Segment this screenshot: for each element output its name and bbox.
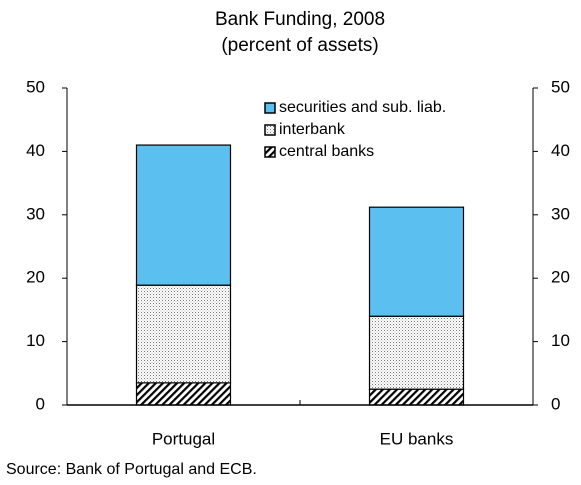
- source-note: Source: Bank of Portugal and ECB.: [6, 461, 257, 478]
- y-tick-label: 50: [26, 77, 45, 96]
- bar-segment: [135, 284, 232, 384]
- legend-swatch: [264, 146, 276, 158]
- bar-segment: [368, 315, 465, 390]
- chart-title: Bank Funding, 2008: [215, 9, 385, 30]
- legend-label: central banks: [279, 143, 374, 160]
- legend-label: interbank: [279, 121, 346, 138]
- y-tick-label: 20: [26, 268, 45, 287]
- bar-segment: [368, 206, 465, 317]
- y2-tick-label: 40: [551, 141, 570, 160]
- y2-tick-label: 50: [551, 77, 570, 96]
- legend-swatch: [264, 124, 276, 136]
- y-tick-label: 30: [26, 204, 45, 223]
- legend-swatch: [264, 102, 276, 114]
- bar-segment: [368, 388, 465, 406]
- bar-segment: [135, 144, 232, 286]
- bar-segment: [135, 382, 232, 406]
- y-tick-label: 0: [36, 394, 45, 413]
- legend-label: securities and sub. liab.: [279, 99, 446, 116]
- y-tick-label: 40: [26, 141, 45, 160]
- x-tick-label: EU banks: [380, 429, 454, 448]
- x-tick-label: Portugal: [152, 429, 215, 448]
- y2-tick-label: 20: [551, 268, 570, 287]
- chart-subtitle: (percent of assets): [221, 35, 378, 56]
- y2-tick-label: 10: [551, 331, 570, 350]
- y2-tick-label: 0: [551, 394, 560, 413]
- y-tick-label: 10: [26, 331, 45, 350]
- y2-tick-label: 30: [551, 204, 570, 223]
